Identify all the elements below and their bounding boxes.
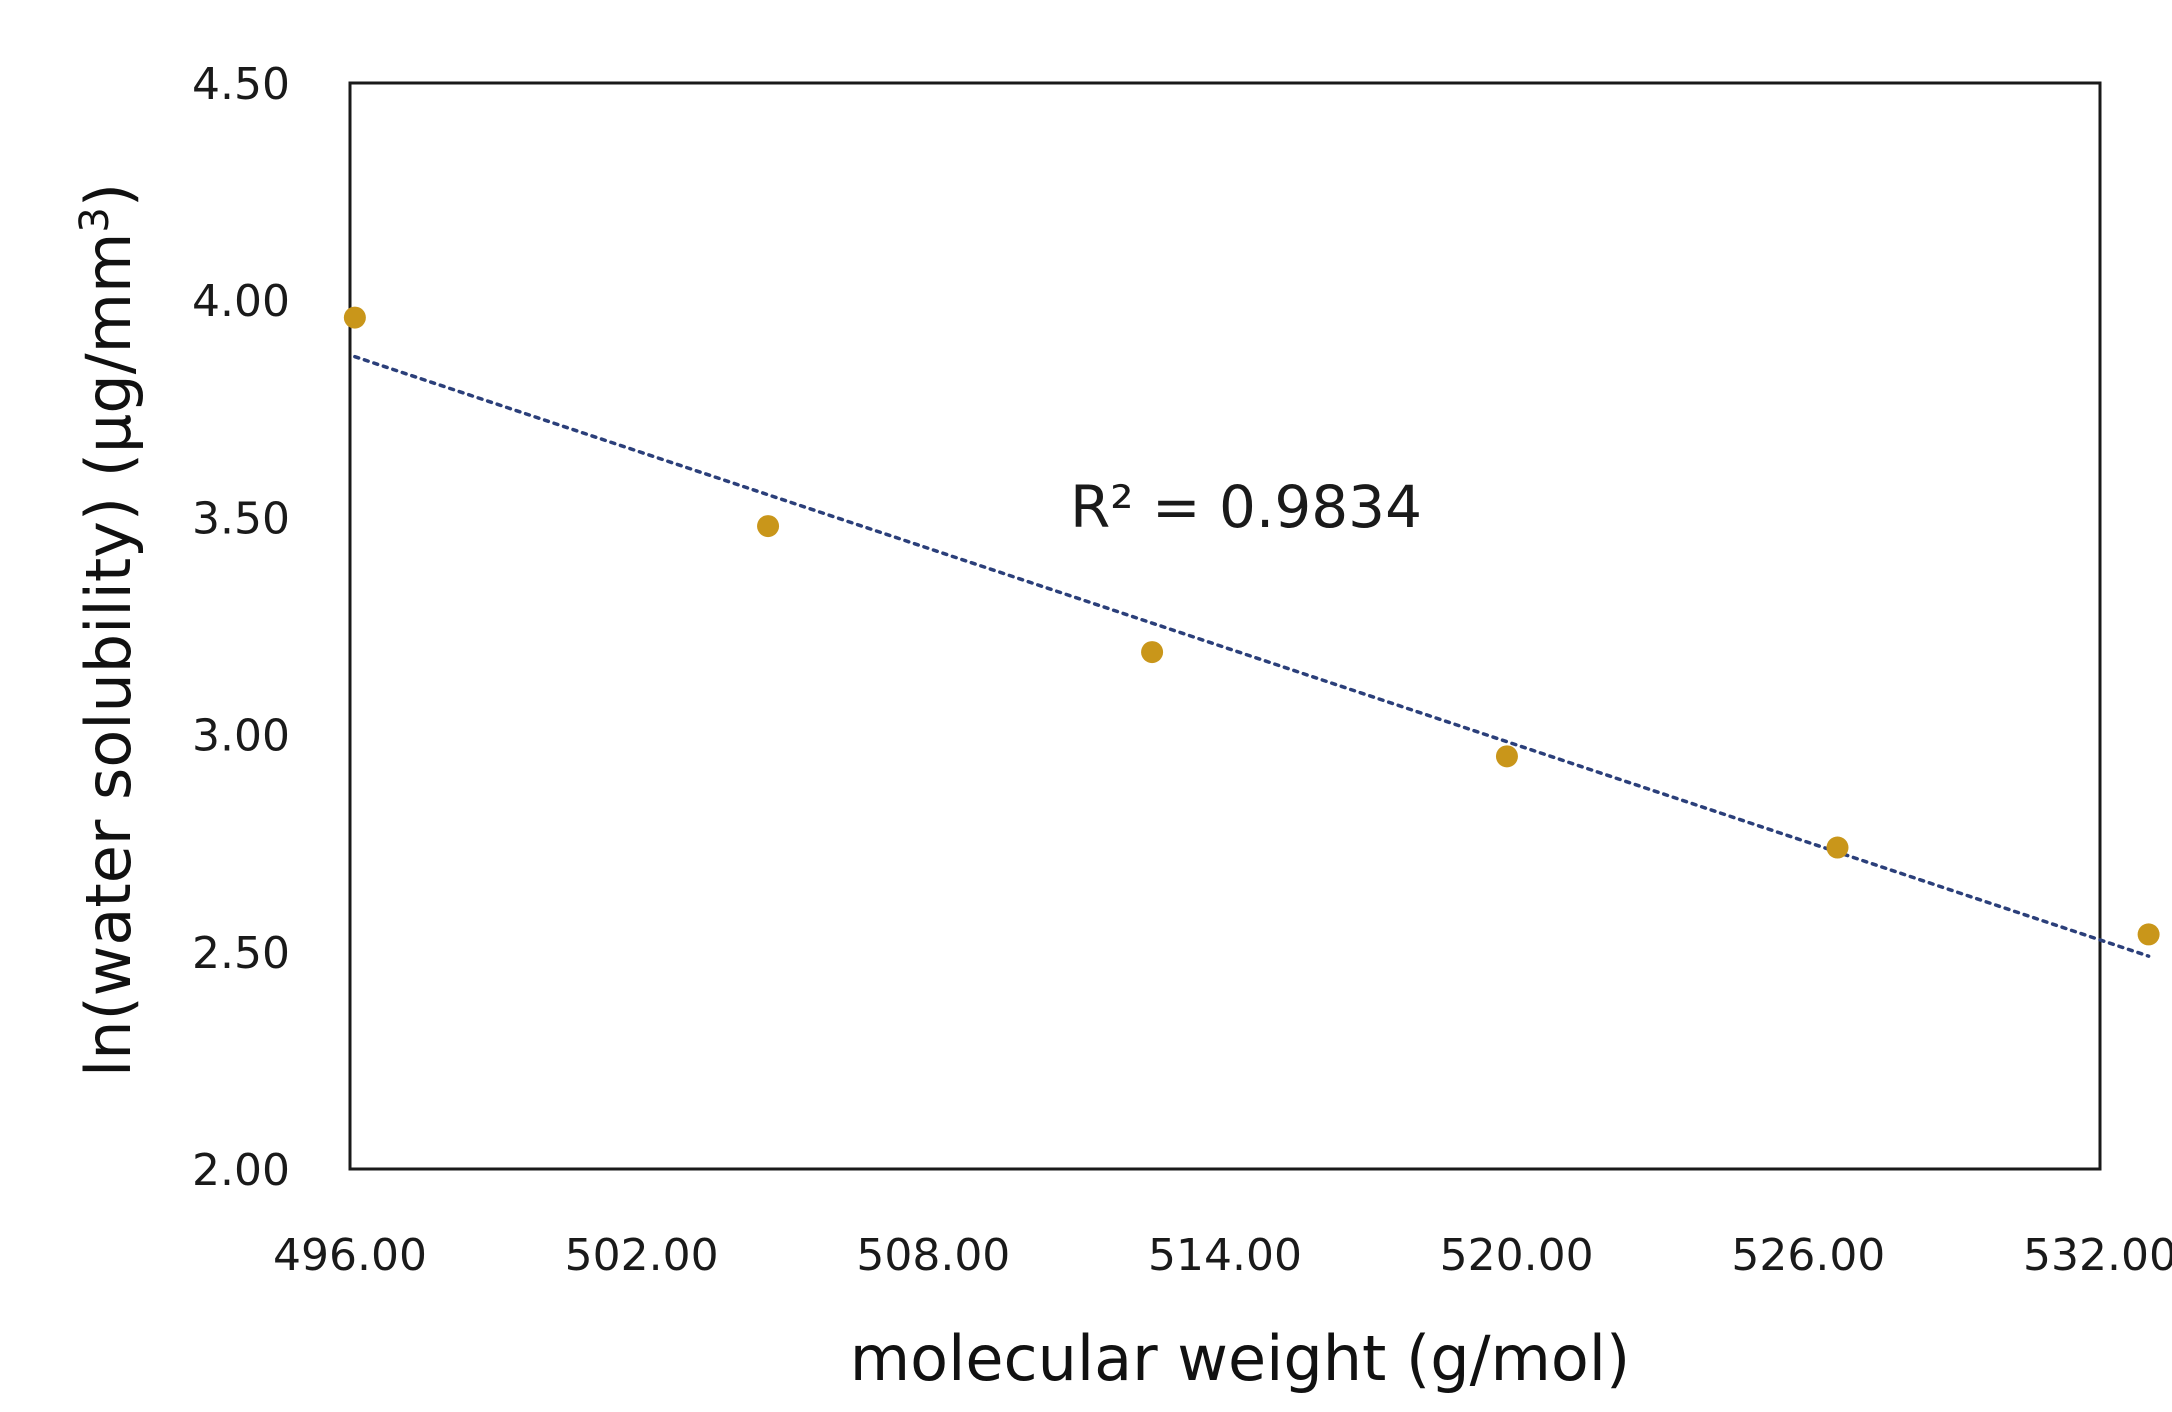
y-axis-title-close: ) [72,183,145,207]
trendline [353,354,2151,958]
x-tick-label: 526.00 [1731,1230,1885,1281]
x-tick-label: 520.00 [1440,1230,1594,1281]
data-points [343,306,2160,946]
x-tick-label: 502.00 [565,1230,719,1281]
y-axis-title: ln(water solubility) (µg/mm3) [72,183,145,1077]
y-axis-title-main: ln(water solubility) (µg/mm [72,233,145,1077]
x-tick-label: 532.00 [2023,1230,2172,1281]
y-axis-ticks: 2.00 2.50 3.00 3.50 4.00 4.50 [192,59,290,1196]
x-tick-label: 496.00 [273,1230,427,1281]
y-tick-label: 2.50 [192,928,290,979]
y-tick-label: 2.00 [192,1145,290,1196]
data-point [343,306,366,329]
y-tick-label: 3.00 [192,711,290,762]
data-point [1141,641,1164,664]
x-axis-title: molecular weight (g/mol) [850,1322,1630,1395]
y-tick-label: 4.50 [192,59,290,110]
data-point [1495,745,1518,768]
y-tick-label: 3.50 [192,493,290,544]
r-squared-annotation: R² = 0.9834 [1070,473,1422,541]
data-point [1826,836,1849,859]
x-tick-label: 514.00 [1148,1230,1302,1281]
y-tick-label: 4.00 [192,276,290,327]
data-point [757,515,780,538]
x-axis-ticks: 496.00 502.00 508.00 514.00 520.00 526.00 532.… [273,1230,2172,1281]
y-axis-title-sup: 3 [72,207,118,232]
plot-area [348,81,2102,1171]
x-tick-label: 508.00 [856,1230,1010,1281]
data-point [2137,923,2160,946]
